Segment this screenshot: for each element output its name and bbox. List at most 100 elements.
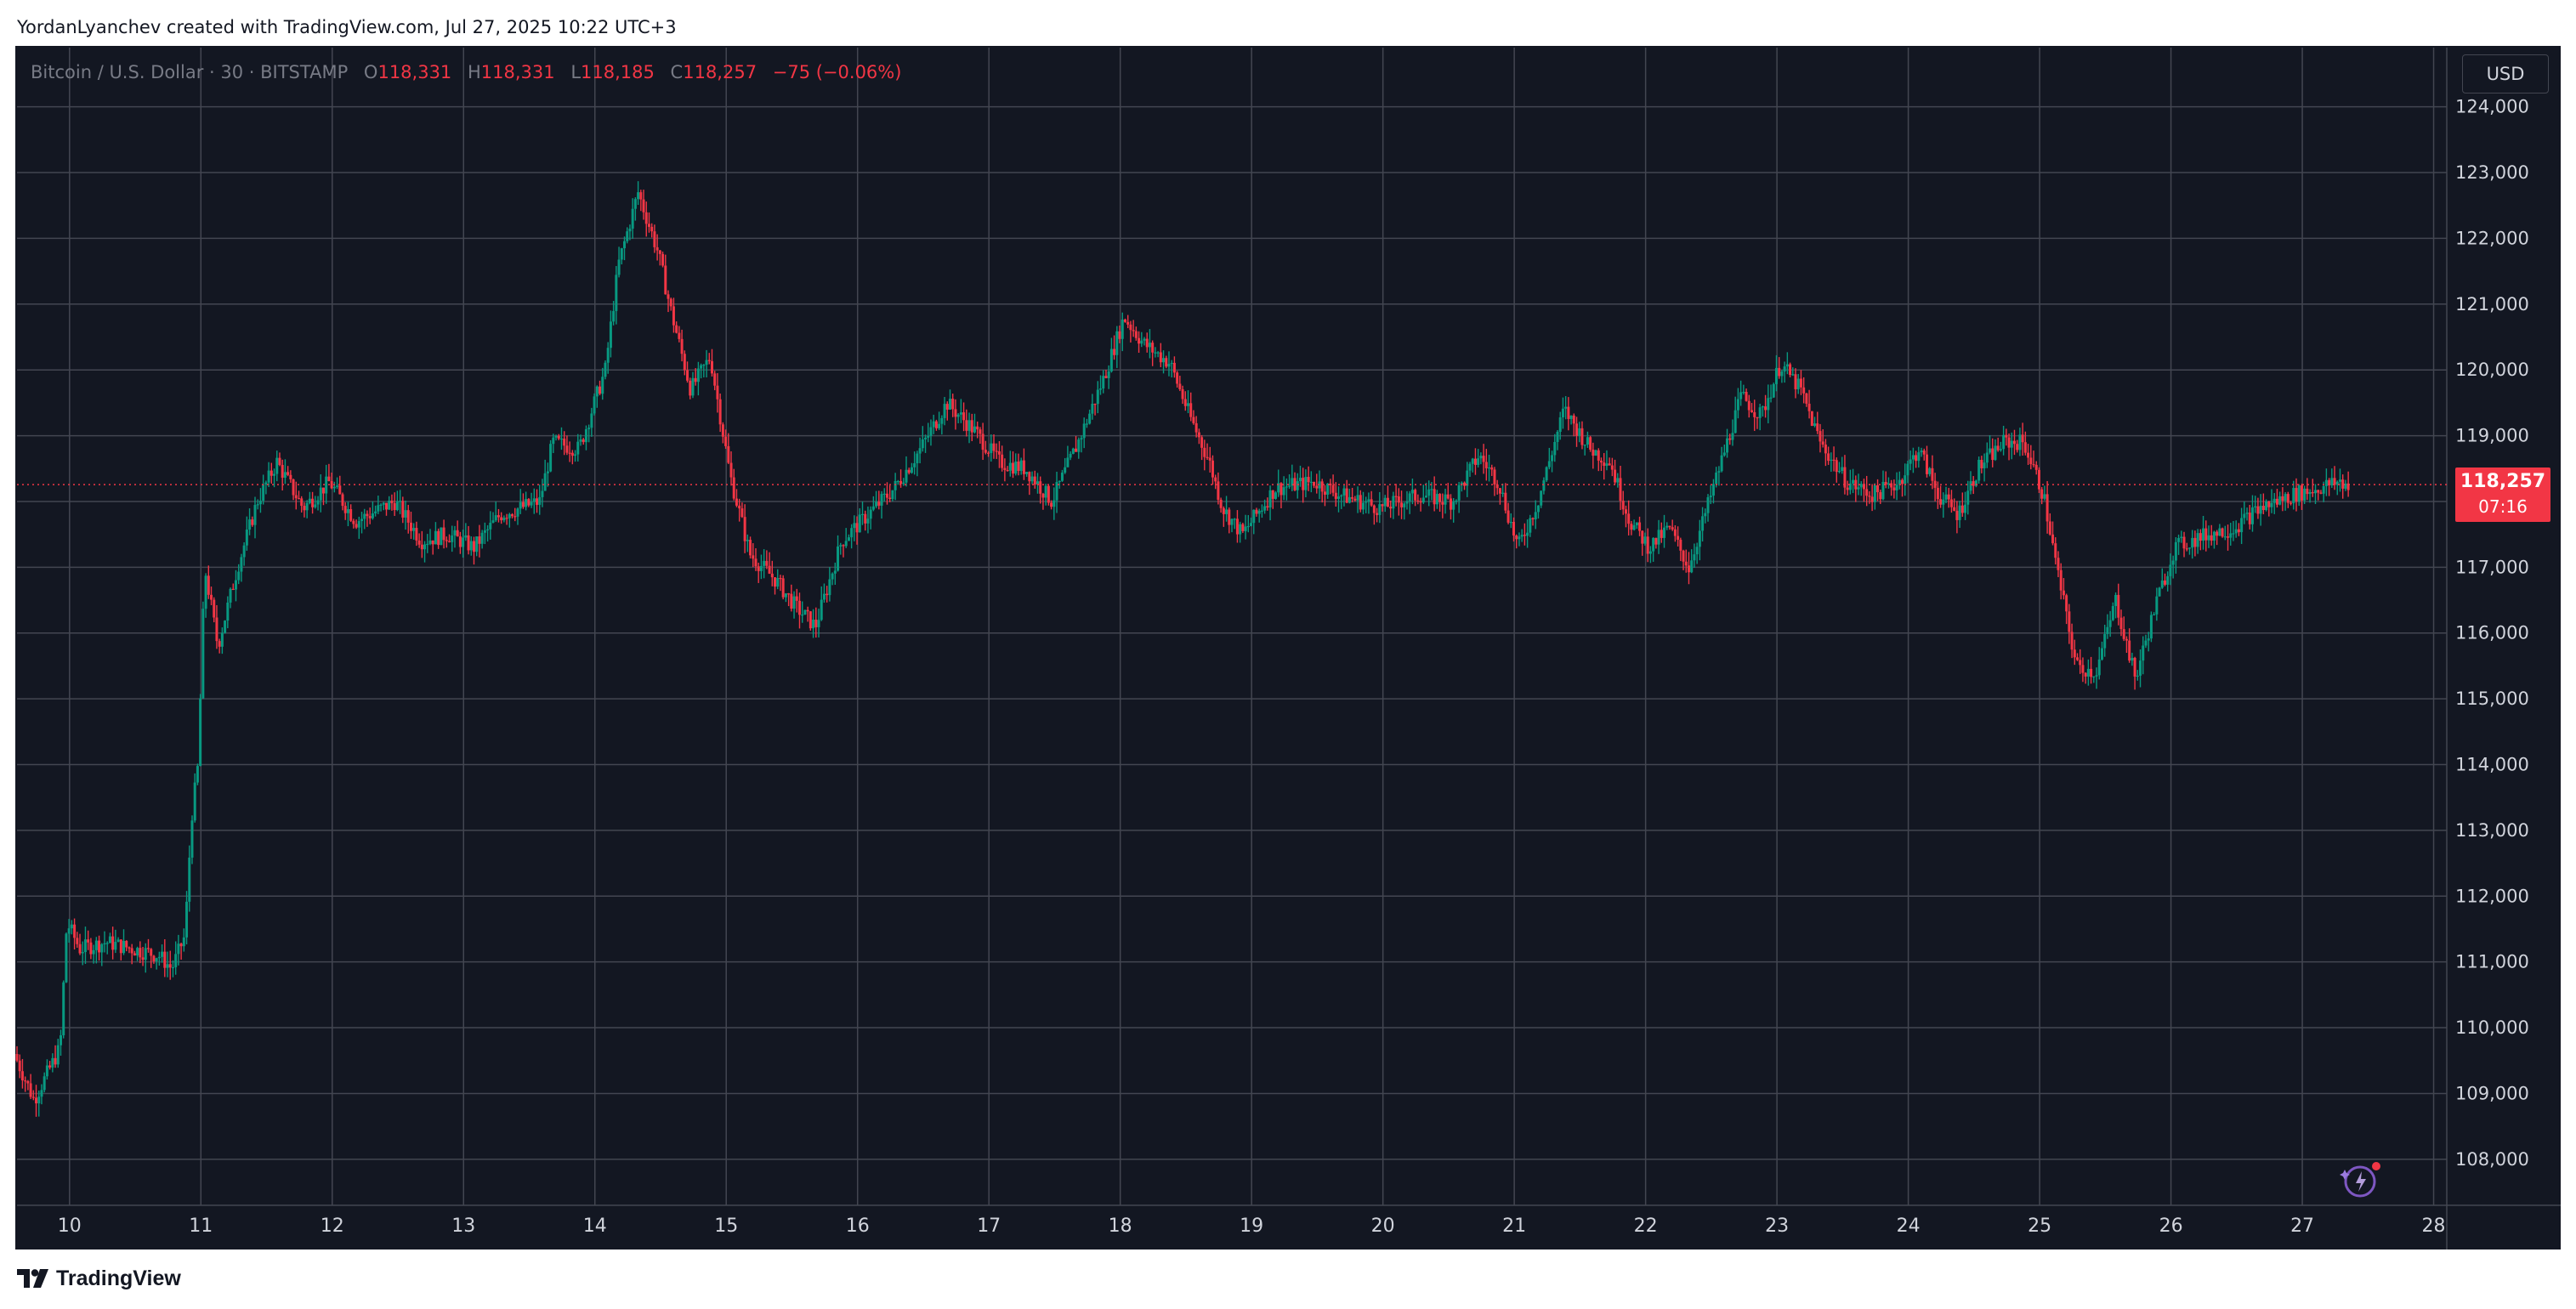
candle-body — [678, 332, 681, 339]
candle-body — [374, 511, 377, 513]
candle-body — [278, 457, 281, 465]
candle-body — [2322, 485, 2325, 494]
candle-body — [1167, 364, 1171, 367]
candle-body — [1250, 523, 1253, 526]
candle-body — [440, 527, 443, 546]
candle-body — [59, 1034, 62, 1046]
candle-body — [1717, 471, 1721, 473]
candle-body — [494, 515, 497, 521]
candle-body — [1597, 450, 1600, 461]
candle-body — [1099, 388, 1103, 390]
candle-body — [812, 619, 815, 629]
candle-body — [1536, 505, 1540, 513]
candle-body — [837, 546, 840, 571]
candle-body — [754, 558, 757, 567]
candle-body — [415, 528, 418, 541]
candle-body — [1266, 506, 1269, 508]
candle-body — [1452, 502, 1455, 510]
candle-body — [1589, 437, 1592, 450]
candle-body — [2034, 464, 2038, 470]
candle-body — [146, 948, 150, 949]
candle-body — [174, 954, 178, 967]
candle-body — [234, 580, 237, 590]
candle-body — [213, 599, 216, 618]
candle-body — [1012, 462, 1015, 474]
candle-body — [437, 530, 440, 546]
candle-body — [1704, 513, 1707, 517]
assistant-sparkle-icon[interactable] — [2340, 1158, 2384, 1202]
candle-body — [774, 577, 777, 587]
chart-area[interactable] — [15, 46, 2561, 1250]
candle-body — [563, 438, 566, 446]
candle-body — [1230, 518, 1234, 525]
candle-body — [1170, 362, 1173, 365]
candle-body — [2303, 488, 2306, 501]
candle-body — [2073, 649, 2076, 658]
candle-body — [1832, 459, 1836, 462]
candle-body — [401, 501, 405, 518]
candle-body — [2286, 494, 2289, 503]
candle-body — [1991, 448, 1994, 461]
candle-body — [256, 504, 259, 506]
candle-body — [987, 452, 990, 454]
candle-body — [434, 530, 437, 545]
candle-body — [336, 485, 339, 487]
candle-body — [1123, 319, 1126, 322]
candle-body — [1739, 392, 1743, 400]
candle-body — [1879, 492, 1882, 500]
candle-body — [565, 445, 569, 453]
candle-body — [1652, 537, 1655, 552]
candle-body — [650, 226, 654, 232]
candle-body — [568, 452, 571, 454]
symbol-description: Bitcoin / U.S. Dollar · 30 · BITSTAMP — [31, 62, 349, 82]
candle-body — [2169, 564, 2172, 576]
candle-body — [787, 593, 791, 595]
candle-body — [163, 951, 167, 968]
candle-body — [1419, 501, 1422, 503]
candle-body — [207, 575, 210, 595]
candle-body — [1060, 473, 1064, 481]
candle-body — [1531, 518, 1535, 519]
candle-body — [1082, 423, 1086, 439]
candle-body — [343, 506, 347, 513]
candle-body — [658, 250, 661, 254]
candle-body — [1608, 463, 1611, 466]
bar-countdown: 07:16 — [2478, 496, 2528, 517]
y-tick-label: 119,000 — [2455, 426, 2529, 446]
candle-body — [2021, 434, 2024, 443]
candle-body — [24, 1080, 27, 1082]
candle-body — [1320, 481, 1324, 492]
candle-body — [776, 577, 780, 587]
candle-body — [1772, 383, 1775, 398]
candle-body — [62, 982, 65, 1035]
candle-body — [1706, 496, 1710, 513]
candle-body — [1274, 492, 1277, 499]
candle-body — [601, 377, 604, 394]
candle-body — [1165, 358, 1168, 367]
currency-button[interactable]: USD — [2462, 54, 2549, 94]
candle-body — [667, 294, 670, 299]
candle-body — [1178, 383, 1182, 389]
candle-body — [2043, 494, 2046, 499]
candle-body — [2032, 464, 2035, 466]
candle-body — [456, 530, 459, 537]
candle-body — [1053, 500, 1056, 507]
candle-body — [412, 528, 416, 531]
x-tick-label: 14 — [583, 1216, 607, 1237]
candle-body — [248, 519, 252, 530]
candle-body — [388, 500, 391, 510]
candle-body — [1881, 481, 1885, 500]
candle-body — [368, 516, 372, 518]
candle-body — [1509, 521, 1512, 524]
candle-body — [1088, 413, 1092, 424]
candle-body — [2237, 529, 2240, 533]
candle-body — [1495, 484, 1499, 489]
candle-body — [382, 502, 385, 505]
candle-body — [1255, 509, 1258, 514]
candle-body — [1780, 371, 1784, 377]
candle-body — [1309, 481, 1313, 484]
candle-body — [973, 426, 976, 433]
candle-body — [1187, 403, 1190, 406]
candle-body — [626, 231, 629, 241]
